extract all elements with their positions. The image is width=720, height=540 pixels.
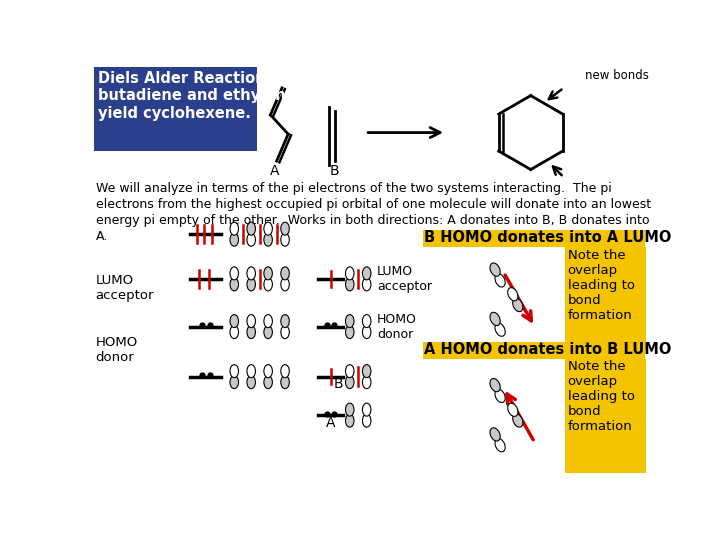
Ellipse shape: [264, 267, 272, 280]
Ellipse shape: [264, 278, 272, 291]
Ellipse shape: [508, 288, 518, 301]
Ellipse shape: [362, 414, 371, 427]
Ellipse shape: [230, 315, 238, 328]
Ellipse shape: [247, 315, 256, 328]
Ellipse shape: [362, 364, 371, 377]
Ellipse shape: [281, 222, 289, 235]
Ellipse shape: [281, 364, 289, 377]
Text: HOMO
donor: HOMO donor: [377, 313, 417, 341]
Ellipse shape: [264, 233, 272, 246]
Text: LUMO
acceptor: LUMO acceptor: [96, 274, 154, 302]
Text: A HOMO donates into B LUMO: A HOMO donates into B LUMO: [425, 342, 672, 357]
Ellipse shape: [495, 323, 505, 336]
Ellipse shape: [247, 364, 256, 377]
Ellipse shape: [362, 376, 371, 389]
Ellipse shape: [247, 233, 256, 246]
Ellipse shape: [281, 267, 289, 280]
Ellipse shape: [230, 326, 238, 339]
Ellipse shape: [490, 428, 500, 441]
Ellipse shape: [264, 376, 272, 389]
Ellipse shape: [230, 222, 238, 235]
Ellipse shape: [346, 278, 354, 291]
Text: B: B: [333, 377, 343, 391]
Text: We will analyze in terms of the pi electrons of the two systems interacting.  Th: We will analyze in terms of the pi elect…: [96, 182, 651, 243]
Ellipse shape: [362, 278, 371, 291]
Text: HOMO
donor: HOMO donor: [96, 336, 138, 364]
Ellipse shape: [490, 263, 500, 276]
Ellipse shape: [247, 222, 256, 235]
Ellipse shape: [513, 414, 523, 427]
Ellipse shape: [346, 364, 354, 377]
Ellipse shape: [346, 326, 354, 339]
Ellipse shape: [362, 315, 371, 328]
Ellipse shape: [495, 438, 505, 452]
Ellipse shape: [264, 315, 272, 328]
Ellipse shape: [264, 222, 272, 235]
Ellipse shape: [281, 315, 289, 328]
Ellipse shape: [513, 299, 523, 312]
Ellipse shape: [230, 376, 238, 389]
Text: B HOMO donates into A LUMO: B HOMO donates into A LUMO: [425, 231, 672, 245]
Ellipse shape: [264, 326, 272, 339]
Ellipse shape: [362, 326, 371, 339]
Ellipse shape: [362, 267, 371, 280]
Ellipse shape: [247, 278, 256, 291]
Ellipse shape: [495, 389, 505, 402]
Ellipse shape: [230, 267, 238, 280]
Ellipse shape: [230, 364, 238, 377]
Ellipse shape: [247, 267, 256, 280]
Ellipse shape: [264, 364, 272, 377]
FancyBboxPatch shape: [94, 67, 257, 151]
Ellipse shape: [346, 315, 354, 328]
Ellipse shape: [247, 326, 256, 339]
Ellipse shape: [490, 379, 500, 392]
Ellipse shape: [281, 376, 289, 389]
Text: A: A: [270, 164, 280, 178]
Ellipse shape: [346, 403, 354, 416]
Text: A: A: [325, 416, 336, 430]
Ellipse shape: [281, 278, 289, 291]
Ellipse shape: [362, 403, 371, 416]
Ellipse shape: [508, 403, 518, 416]
Ellipse shape: [281, 326, 289, 339]
FancyBboxPatch shape: [423, 231, 644, 247]
FancyBboxPatch shape: [565, 359, 647, 473]
Ellipse shape: [281, 233, 289, 246]
Text: Diels Alder Reaction of
butadiene and ethylene to
yield cyclohexene.: Diels Alder Reaction of butadiene and et…: [98, 71, 318, 121]
Text: Note the
overlap
leading to
bond
formation: Note the overlap leading to bond formati…: [567, 249, 634, 322]
Ellipse shape: [490, 312, 500, 326]
Ellipse shape: [247, 376, 256, 389]
Text: new bonds: new bonds: [585, 69, 649, 82]
Text: LUMO
acceptor: LUMO acceptor: [377, 265, 432, 293]
Ellipse shape: [495, 274, 505, 287]
Ellipse shape: [230, 233, 238, 246]
Text: Note the
overlap
leading to
bond
formation: Note the overlap leading to bond formati…: [567, 361, 634, 434]
Ellipse shape: [346, 414, 354, 427]
FancyBboxPatch shape: [423, 342, 644, 359]
Ellipse shape: [346, 267, 354, 280]
FancyBboxPatch shape: [565, 247, 647, 350]
Ellipse shape: [346, 376, 354, 389]
Ellipse shape: [230, 278, 238, 291]
Text: B: B: [330, 164, 339, 178]
